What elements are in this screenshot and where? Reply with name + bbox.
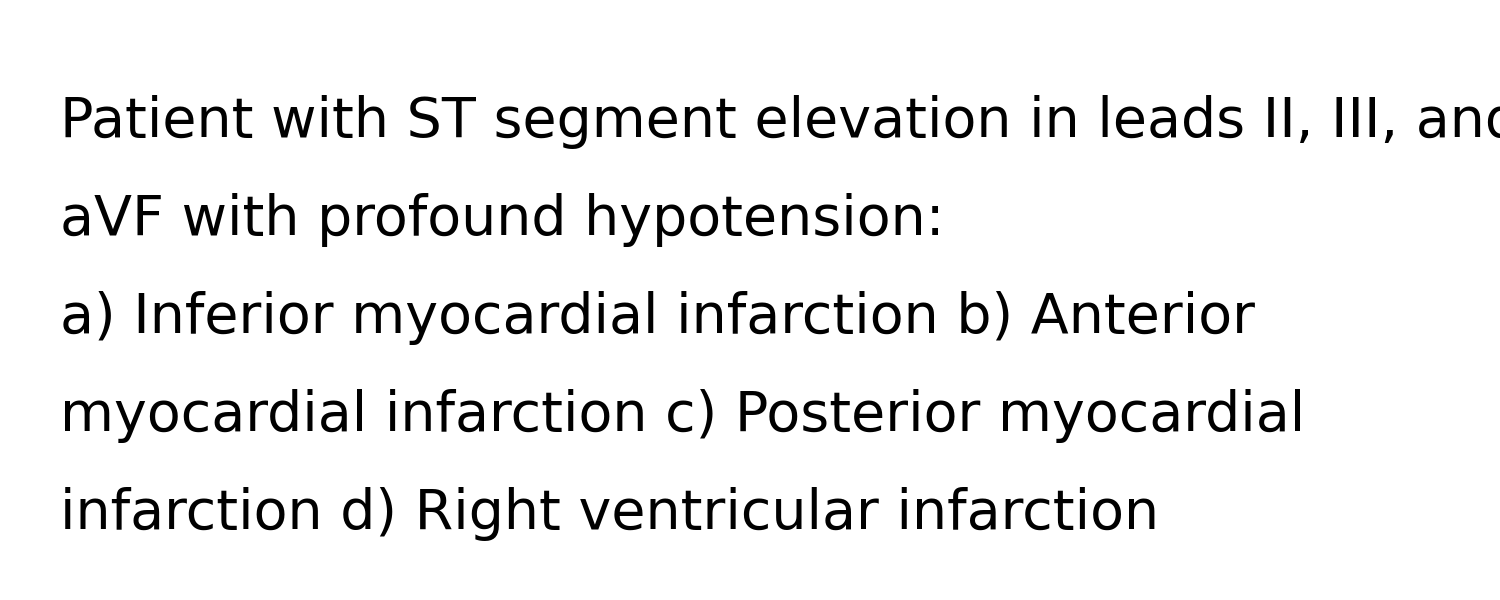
- Text: Patient with ST segment elevation in leads II, III, and: Patient with ST segment elevation in lea…: [60, 95, 1500, 149]
- Text: aVF with profound hypotension:: aVF with profound hypotension:: [60, 193, 945, 247]
- Text: infarction d) Right ventricular infarction: infarction d) Right ventricular infarcti…: [60, 487, 1160, 541]
- Text: myocardial infarction c) Posterior myocardial: myocardial infarction c) Posterior myoca…: [60, 389, 1305, 443]
- Text: a) Inferior myocardial infarction b) Anterior: a) Inferior myocardial infarction b) Ant…: [60, 291, 1256, 345]
